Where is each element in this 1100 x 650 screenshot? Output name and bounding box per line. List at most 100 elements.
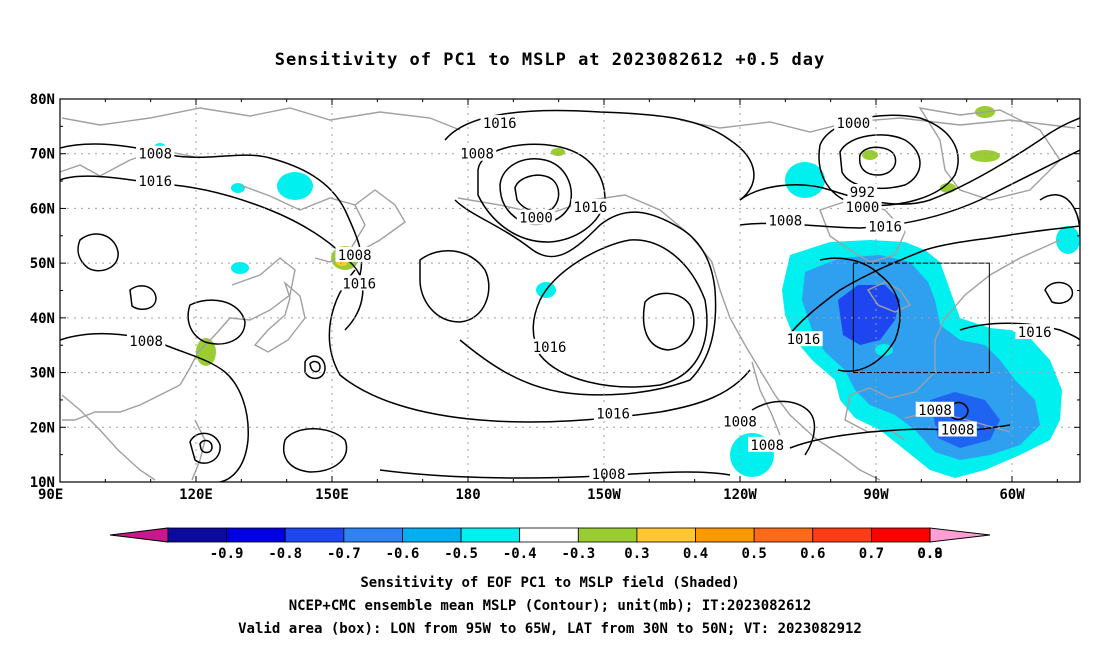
contour-1008-east-asia xyxy=(60,332,249,482)
negative-patch-asia-3 xyxy=(231,183,245,193)
colorbar-label: 0.3 xyxy=(624,546,649,562)
colorbar: -0.9 -0.8 -0.7 -0.6 -0.5 -0.4 -0.3 0.3 0.4 0.5 0.6… xyxy=(109,527,991,562)
contour-labels: 1016 1008 1000 992 1000 1008 1016 1008 1016 1008 1… xyxy=(126,115,1054,483)
contour-label: 1000 xyxy=(836,116,870,132)
contour-label: 1016 xyxy=(868,219,902,235)
contour-label: 1016 xyxy=(533,340,567,356)
negative-patch-asia-1 xyxy=(231,262,249,274)
contour-1016-central xyxy=(532,239,708,388)
colorbar-label: 0.7 xyxy=(859,546,884,562)
colorbar-label: -0.3 xyxy=(561,546,595,562)
colorbar-label: -0.7 xyxy=(327,546,361,562)
negative-patch-gulf xyxy=(875,344,893,356)
colorbar-swatch xyxy=(577,527,638,543)
colorbar-label: 0.8 xyxy=(917,546,942,562)
colorbar-swatch xyxy=(343,527,403,543)
contour-label: 1008 xyxy=(592,467,626,483)
contour-label: 1008 xyxy=(723,414,757,430)
colorbar-swatch xyxy=(167,527,228,543)
longitude-label: 60W xyxy=(999,487,1025,503)
latitude-label: 80N xyxy=(30,92,55,108)
contour-label-bg xyxy=(865,218,905,234)
coastline-west-na xyxy=(711,261,881,481)
coastline-east-na xyxy=(844,239,1061,441)
longitude-labels: 90E 120E 150E 180 150W 120W 90W 60W xyxy=(38,487,1025,503)
latitude-label: 10N xyxy=(30,475,55,491)
contour-asia-closed-2 xyxy=(129,285,157,311)
contour-label-bg xyxy=(480,115,519,131)
coastline-kamchatka xyxy=(354,189,406,251)
contour-label: 1016 xyxy=(596,407,630,423)
contour-1000-aleutian-low xyxy=(499,158,572,226)
colorbar-swatch xyxy=(636,527,696,543)
contour-west-pacific-closed xyxy=(283,428,348,473)
colorbar-swatch xyxy=(519,527,579,543)
contour-1008-north-atlantic xyxy=(739,117,1080,205)
caption-shaded: Sensitivity of EOF PC1 to MSLP field (Sh… xyxy=(360,575,740,591)
contour-label-bg xyxy=(915,401,955,417)
colorbar-label: -0.6 xyxy=(386,546,420,562)
colorbar-label: -0.4 xyxy=(503,546,537,562)
contour-label: 1016 xyxy=(787,332,821,348)
mslp-contours xyxy=(60,109,1080,482)
colorbar-swatch xyxy=(402,527,462,543)
contour-label-bg xyxy=(589,465,628,481)
coastline-greenland xyxy=(918,107,1061,201)
contour-1008-caribbean xyxy=(789,424,1011,449)
colorbar-high-triangle xyxy=(929,527,991,543)
colorbar-label: -0.8 xyxy=(268,546,302,562)
contour-label-bg xyxy=(938,421,977,437)
colorbar-low-triangle xyxy=(109,527,169,543)
contour-label-bg xyxy=(784,331,823,347)
contour-label-bg xyxy=(593,405,633,421)
contour-label: 1016 xyxy=(574,200,608,216)
latitude-label: 70N xyxy=(30,147,55,163)
contour-1016-west-pacific xyxy=(328,269,751,423)
latitude-label: 50N xyxy=(30,256,55,272)
caption-contour: NCEP+CMC ensemble mean MSLP (Contour); u… xyxy=(288,598,812,614)
positive-patch-greenland-2 xyxy=(970,150,1000,162)
contour-pacific-small-low xyxy=(304,355,326,380)
negative-patch-siberia xyxy=(277,172,313,200)
contour-label-bg xyxy=(136,173,175,189)
contour-1016-pacific-high-2 xyxy=(642,292,695,351)
contour-label-bg xyxy=(530,338,569,354)
contour-1008-east-na xyxy=(819,257,901,372)
contour-hurricane-closed xyxy=(949,401,969,421)
coastline-siberia-arctic xyxy=(61,107,461,131)
longitude-label: 120E xyxy=(179,487,213,503)
contour-label: 1016 xyxy=(483,116,517,132)
contour-label-bg xyxy=(748,436,787,452)
coastline-great-lakes xyxy=(866,281,912,313)
colorbar-swatch xyxy=(460,527,521,543)
contour-label: 992 xyxy=(850,185,875,201)
contour-1008-mexico xyxy=(751,400,816,456)
longitude-label: 120W xyxy=(723,487,757,503)
longitude-label: 150W xyxy=(587,487,621,503)
contour-label: 1000 xyxy=(519,211,553,227)
contour-label-bg xyxy=(766,212,805,228)
latitude-label: 40N xyxy=(30,311,55,327)
contour-label-bg xyxy=(847,184,878,200)
shaded-sensitivity-layer xyxy=(154,106,1080,478)
coastline-china-korea xyxy=(62,257,296,421)
colorbar-label: -0.9 xyxy=(210,546,244,562)
contour-label: 1008 xyxy=(460,147,494,163)
contour-label-bg xyxy=(335,246,374,262)
longitude-label: 90E xyxy=(38,487,63,503)
contour-1016-atlantic xyxy=(959,322,1080,341)
contour-label-bg xyxy=(720,413,760,429)
contour-label: 1008 xyxy=(918,403,952,419)
contour-label-bg xyxy=(516,209,556,225)
colorbar-swatch xyxy=(284,527,345,543)
contour-typhoon-2 xyxy=(199,439,213,454)
longitude-label: 90W xyxy=(863,487,889,503)
contour-label: 1008 xyxy=(768,213,802,229)
colorbar-label: 0.4 xyxy=(683,546,708,562)
negative-patch-west-canada xyxy=(1056,226,1080,254)
caption-valid-area: Valid area (box): LON from 95W to 65W, L… xyxy=(238,621,862,637)
contour-label-bg xyxy=(843,198,882,214)
longitude-label: 180 xyxy=(455,487,480,503)
contour-label-bg xyxy=(340,275,379,291)
contour-typhoon-1 xyxy=(189,432,221,464)
